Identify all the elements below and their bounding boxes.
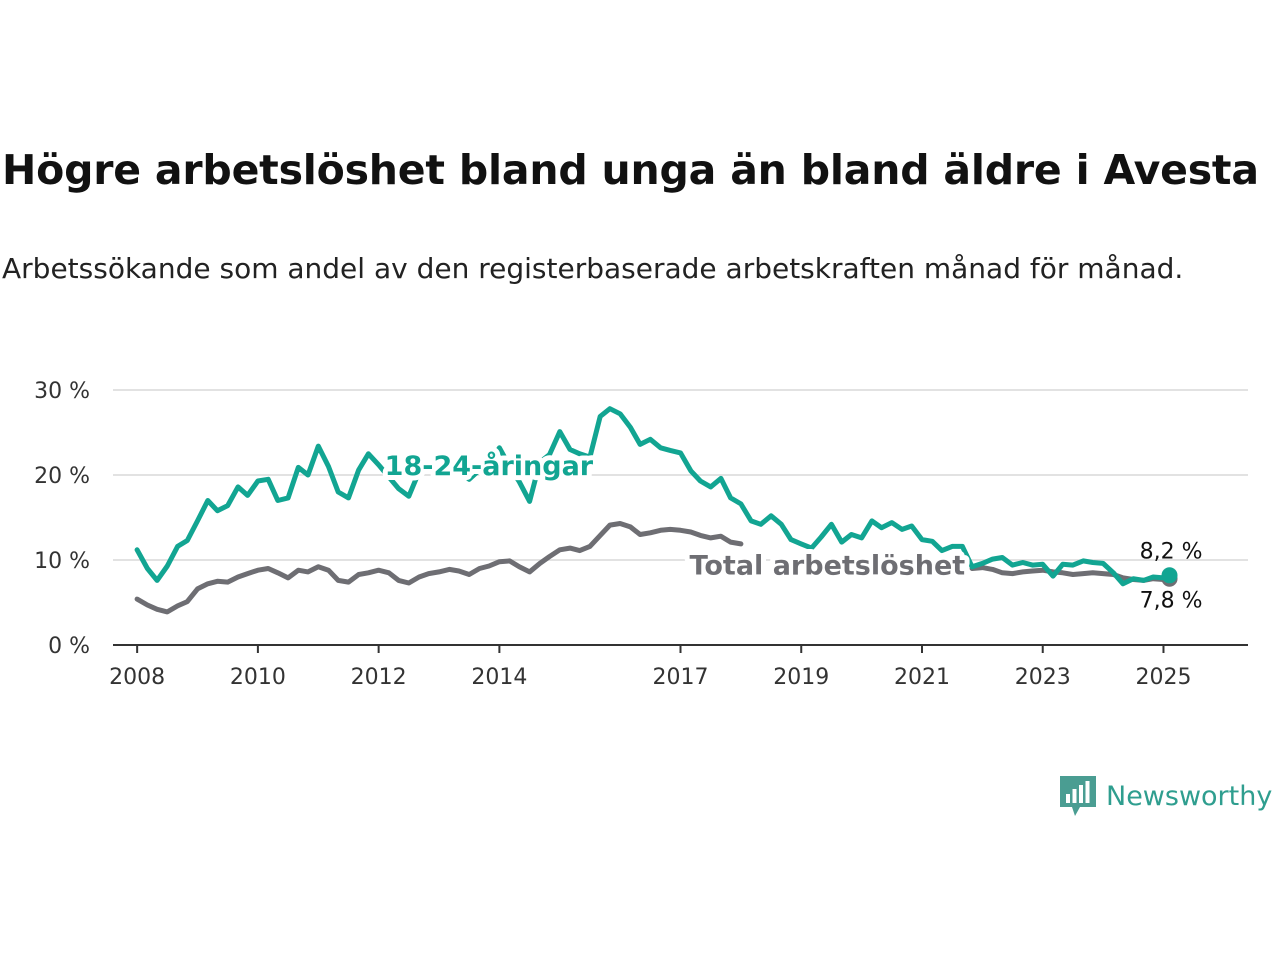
x-tick-label: 2014 [471, 665, 527, 690]
brand-name: Newsworthy [1106, 780, 1273, 812]
x-tick-label: 2012 [351, 665, 407, 690]
series-label-halo: Total arbetslöshet [690, 550, 966, 581]
end-label-youth: 8,2 % [1140, 539, 1203, 564]
grid-lines [113, 389, 1248, 561]
x-tick-label: 2017 [653, 665, 709, 690]
y-tick-label: 30 % [34, 379, 90, 404]
series-line-total [134, 521, 744, 615]
x-tick-label: 2010 [230, 665, 286, 690]
y-tick-label: 0 % [48, 634, 90, 659]
series-label-youth: 18-24-åringar [385, 450, 594, 482]
y-tick-label: 20 % [34, 464, 90, 489]
series-line-youth [134, 406, 1172, 587]
x-tick-label: 2021 [894, 665, 950, 690]
series-label-halo: 18-24-åringar [385, 450, 594, 482]
end-label-total: 7,8 % [1140, 589, 1203, 614]
x-tick-label: 2025 [1135, 665, 1191, 690]
brand-logo: Newsworthy [1058, 774, 1272, 818]
y-tick-label: 10 % [34, 549, 90, 574]
x-axis: 2008 2010 2012 2014 2017 2019 2021 2023 2025 [109, 644, 1248, 690]
y-axis: 0 % 10 % 20 % 30 % [34, 379, 90, 659]
line-chart: 2008 2010 2012 2014 2017 2019 2021 2023 2025 0 %… [34, 379, 1248, 690]
series-end-point [1161, 567, 1178, 584]
x-tick-label: 2023 [1015, 665, 1071, 690]
x-tick-label: 2019 [773, 665, 829, 690]
chart-subtitle: Arbetssökande som andel av den registerb… [2, 252, 1184, 285]
series-label-total: Total arbetslöshet [690, 550, 966, 581]
chart-bubble-icon [1060, 776, 1096, 816]
chart-title: Högre arbetslöshet bland unga än bland ä… [2, 146, 1259, 194]
series-lines [134, 406, 1178, 615]
x-tick-label: 2008 [109, 665, 165, 690]
